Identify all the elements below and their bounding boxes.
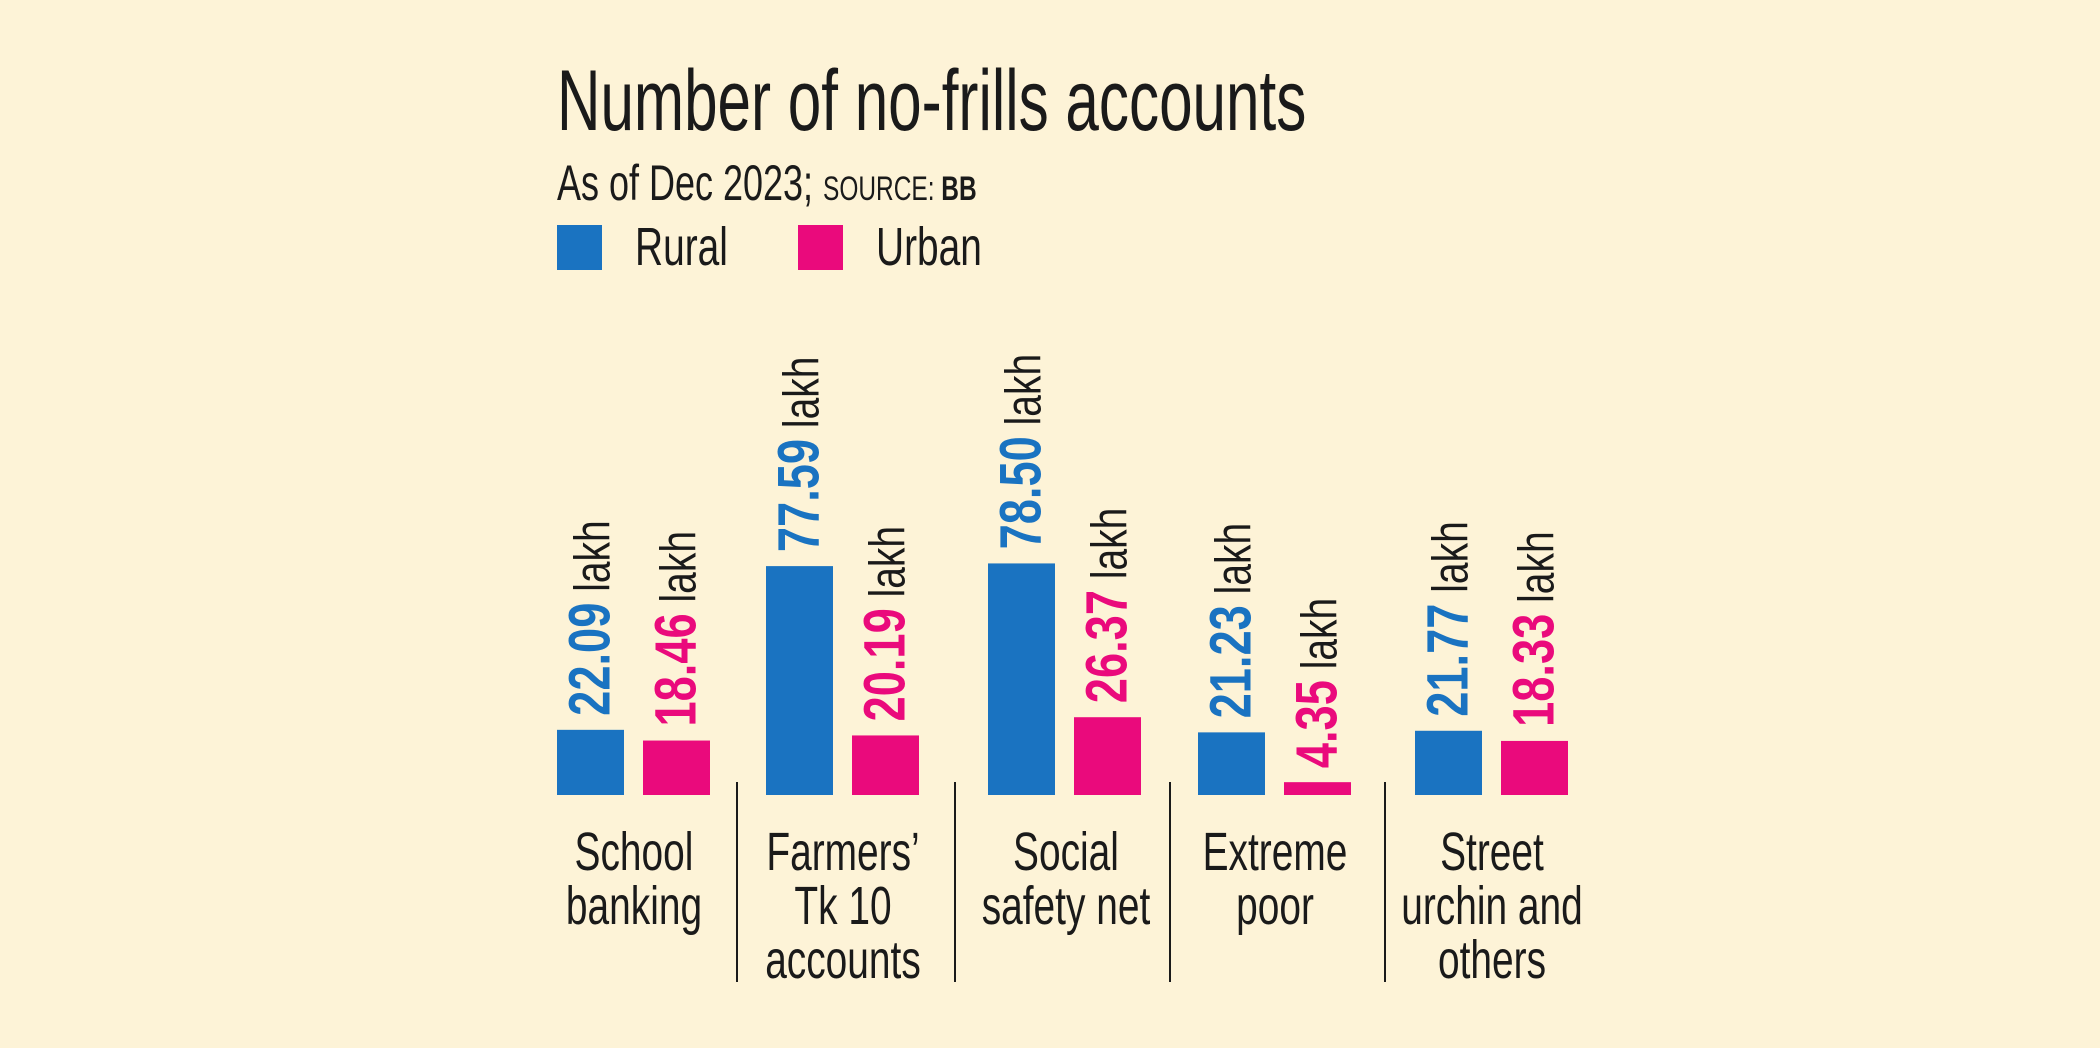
bar-rural-1: [557, 729, 624, 795]
category-label-2-line-3: accounts: [765, 929, 921, 990]
legend-swatch-urban: [798, 225, 843, 270]
category-label-1-line-1: School: [575, 821, 694, 882]
legend-label-urban: Urban: [876, 216, 982, 277]
bar-urban-1: [643, 740, 710, 795]
value-label-rural-2: 77.59 lakh: [767, 357, 832, 553]
value-label-urban-1: 18.46 lakh: [644, 531, 709, 727]
category-label-5-line-2: urchin and: [1401, 875, 1583, 936]
subtitle-date: As of Dec 2023;: [557, 156, 823, 211]
value-label-urban-5: 18.33 lakh: [1502, 531, 1567, 727]
source-name: BB: [941, 170, 976, 208]
category-label-5-line-1: Street: [1440, 821, 1544, 882]
bar-rural-2: [766, 566, 833, 795]
bar-urban-2: [852, 735, 919, 795]
bar-urban-5: [1501, 740, 1568, 795]
value-label-rural-5: 21.77 lakh: [1416, 521, 1481, 717]
bar-rural-5: [1415, 730, 1482, 795]
category-label-3-line-1: Social: [1013, 821, 1119, 882]
chart-title: Number of no-frills accounts: [557, 52, 1306, 148]
category-label-2-line-2: Tk 10: [794, 875, 891, 936]
legend-swatch-rural: [557, 225, 602, 270]
chart-subtitle: As of Dec 2023; SOURCE: BB: [557, 156, 977, 211]
category-label-4-line-1: Extreme: [1203, 821, 1348, 882]
source-label: SOURCE:: [823, 170, 941, 208]
bar-rural-3: [988, 563, 1055, 795]
value-label-urban-3: 26.37 lakh: [1075, 508, 1140, 704]
bar-urban-4: [1284, 782, 1351, 795]
category-label-3-line-2: safety net: [982, 875, 1151, 936]
bar-urban-3: [1074, 717, 1141, 795]
value-label-rural-3: 78.50 lakh: [989, 354, 1054, 550]
category-label-1-line-2: banking: [566, 875, 702, 936]
value-label-rural-4: 21.23 lakh: [1199, 523, 1264, 719]
category-label-2-line-1: Farmers’: [766, 821, 919, 882]
category-label-5-line-3: others: [1438, 929, 1546, 990]
bar-rural-4: [1198, 732, 1265, 795]
category-label-4-line-2: poor: [1236, 875, 1314, 936]
value-label-urban-4: 4.35 lakh: [1285, 598, 1350, 768]
legend-label-rural: Rural: [635, 216, 728, 277]
value-label-urban-2: 20.19 lakh: [853, 526, 918, 722]
value-label-rural-1: 22.09 lakh: [558, 520, 623, 716]
